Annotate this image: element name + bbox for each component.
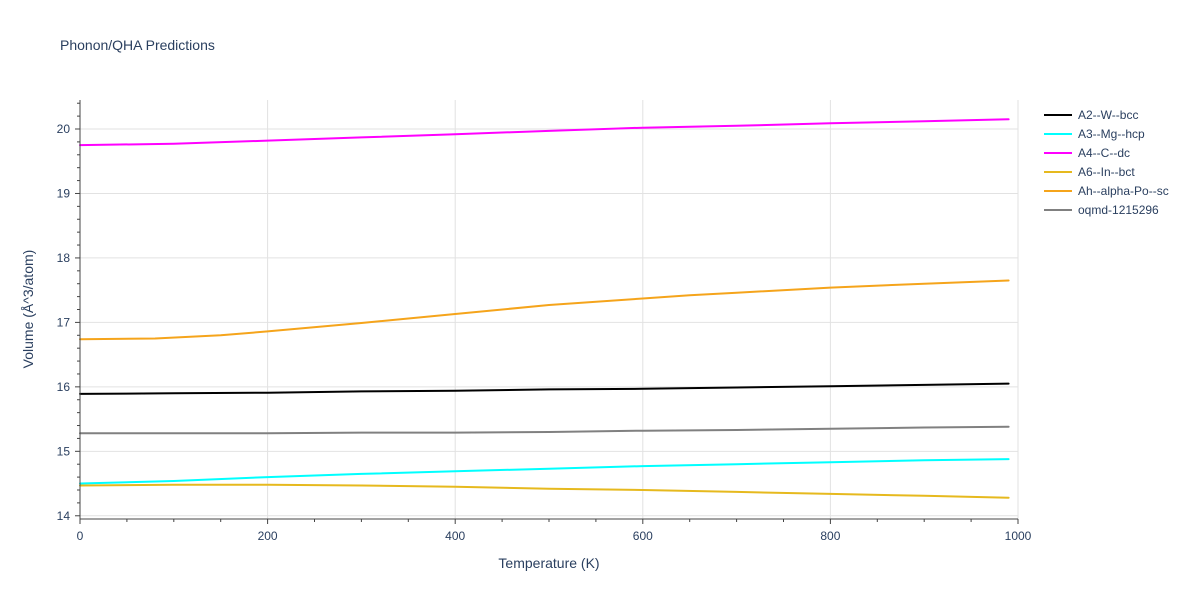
legend: A2--W--bcc A3--Mg--hcp A4--C--dc A6--In--bc… (1044, 108, 1169, 217)
legend-label: Ah--alpha-Po--sc (1078, 184, 1169, 198)
legend-label: A4--C--dc (1078, 146, 1130, 160)
axes: 0 200 400 600 800 1000 14 15 16 17 18 19 20 (57, 100, 1032, 543)
x-tick-label: 800 (820, 529, 840, 543)
series-line (79, 279, 1010, 341)
legend-label: A2--W--bcc (1078, 108, 1138, 122)
y-tick-label: 17 (57, 315, 71, 329)
x-tick-label: 0 (77, 529, 84, 543)
x-axis-title: Temperature (K) (498, 555, 599, 571)
x-tick-label: 400 (445, 529, 465, 543)
y-axis-title: Volume (Å^3/atom) (20, 250, 36, 369)
x-tick-label: 600 (633, 529, 653, 543)
y-tick-label: 20 (57, 122, 71, 136)
series-line (79, 118, 1010, 147)
x-tick-label: 200 (258, 529, 278, 543)
series-line (79, 458, 1010, 485)
y-tick-label: 19 (57, 186, 71, 200)
chart-title: Phonon/QHA Predictions (60, 37, 215, 53)
series-line (79, 425, 1010, 435)
y-tick-label: 18 (57, 251, 71, 265)
legend-label: A6--In--bct (1078, 165, 1135, 179)
y-tick-label: 16 (57, 380, 71, 394)
y-tick-label: 14 (57, 509, 71, 523)
legend-label: oqmd-1215296 (1078, 203, 1159, 217)
plot-area (79, 118, 1010, 499)
y-tick-label: 15 (57, 444, 71, 458)
series-line (79, 483, 1010, 499)
legend-label: A3--Mg--hcp (1078, 127, 1145, 141)
series-line (79, 382, 1010, 395)
grid (80, 100, 1019, 519)
x-tick-label: 1000 (1005, 529, 1032, 543)
